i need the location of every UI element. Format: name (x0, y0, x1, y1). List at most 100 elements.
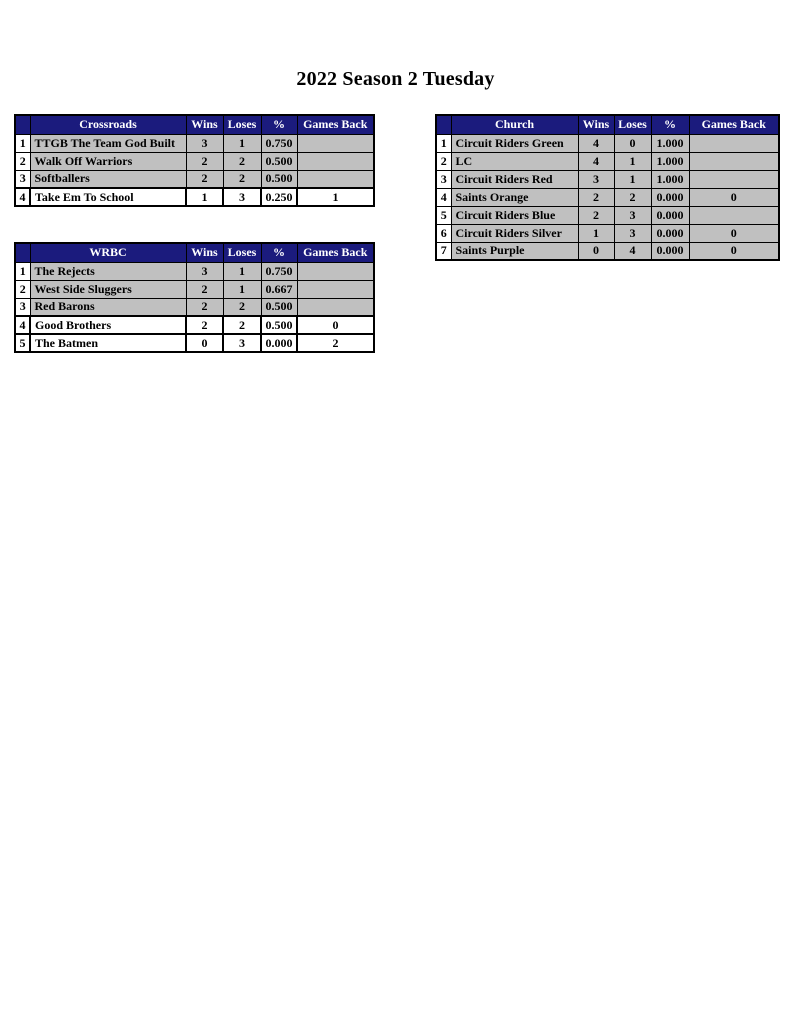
wins-column-header: Wins (185, 114, 224, 135)
wins-column-header: Wins (185, 242, 224, 263)
games-back-cell (296, 151, 375, 171)
games-back-cell (296, 169, 375, 189)
loses-cell: 3 (222, 187, 262, 207)
rank-cell: 4 (14, 315, 31, 335)
games-back-cell: 0 (688, 223, 780, 243)
team-name-cell: Take Em To School (29, 187, 187, 207)
wins-cell: 3 (185, 133, 224, 153)
loses-cell: 0 (613, 133, 652, 153)
rank-cell: 4 (435, 187, 452, 207)
team-row: 6 Circuit Riders Silver 1 3 0.000 0 (435, 223, 780, 243)
pct-cell: 0.500 (260, 297, 298, 317)
games-back-cell (296, 297, 375, 317)
games-back-cell (688, 169, 780, 189)
rank-cell: 3 (14, 169, 31, 189)
games-back-cell: 0 (296, 315, 375, 335)
team-name-cell: TTGB The Team God Built (29, 133, 187, 153)
loses-cell: 2 (613, 187, 652, 207)
team-row: 2 Walk Off Warriors 2 2 0.500 (14, 151, 375, 171)
games-back-column-header: Games Back (688, 114, 780, 135)
loses-cell: 1 (222, 279, 262, 299)
wins-cell: 2 (185, 169, 224, 189)
division-header: WRBC (29, 242, 187, 263)
wins-cell: 1 (577, 223, 615, 243)
loses-cell: 3 (613, 205, 652, 225)
standings-table-wrbc: WRBC Wins Loses% Games Back 1 The Rejects 3 1 0.… (14, 242, 375, 353)
wins-cell: 2 (577, 205, 615, 225)
team-name-cell: Saints Purple (450, 241, 579, 261)
games-back-column-header: Games Back (296, 242, 375, 263)
wins-cell: 2 (577, 187, 615, 207)
pct-cell: 0.500 (260, 169, 298, 189)
rank-cell: 2 (14, 151, 31, 171)
team-row: 3 Circuit Riders Red 3 1 1.000 (435, 169, 780, 189)
games-back-cell (296, 133, 375, 153)
games-back-column-header: Games Back (296, 114, 375, 135)
team-row: 1 The Rejects 3 1 0.750 (14, 261, 375, 281)
rank-cell: 1 (14, 261, 31, 281)
header-row: WRBC Wins Loses% Games Back (14, 242, 375, 263)
loses-cell: 3 (222, 333, 262, 353)
standings-table-crossroads: Crossroads Wins Loses% Games Back 1 TTGB The … (14, 114, 375, 207)
games-back-cell: 1 (296, 187, 375, 207)
standings-table-church: Church Wins Loses% Games Back 1 Circuit Rider… (435, 114, 780, 261)
wins-cell: 2 (185, 315, 224, 335)
rank-cell: 1 (435, 133, 452, 153)
wins-cell: 4 (577, 151, 615, 171)
team-name-cell: Softballers (29, 169, 187, 189)
pct-column-header: % (260, 242, 298, 263)
pct-cell: 0.667 (260, 279, 298, 299)
loses-cell: 1 (222, 133, 262, 153)
rank-cell: 3 (435, 169, 452, 189)
team-name-cell: Circuit Riders Blue (450, 205, 579, 225)
wins-cell: 3 (185, 261, 224, 281)
rank-column-header (14, 114, 31, 135)
loses-cell: 2 (222, 315, 262, 335)
rank-column-header (14, 242, 31, 263)
header-row: Crossroads Wins Loses% Games Back (14, 114, 375, 135)
wins-cell: 4 (577, 133, 615, 153)
loses-cell: 4 (613, 241, 652, 261)
loses-column-header: Loses (222, 114, 262, 135)
loses-cell: 2 (222, 297, 262, 317)
games-back-cell (688, 205, 780, 225)
rank-cell: 1 (14, 133, 31, 153)
wins-cell: 0 (577, 241, 615, 261)
pct-cell: 0.500 (260, 315, 298, 335)
rank-cell: 3 (14, 297, 31, 317)
division-header: Crossroads (29, 114, 187, 135)
pct-cell: 1.000 (650, 169, 690, 189)
team-row: 5 The Batmen 0 3 0.000 2 (14, 333, 375, 353)
loses-cell: 1 (613, 169, 652, 189)
team-name-cell: Walk Off Warriors (29, 151, 187, 171)
loses-cell: 1 (222, 261, 262, 281)
rank-cell: 2 (14, 279, 31, 299)
team-row: 4 Good Brothers 2 2 0.500 0 (14, 315, 375, 335)
loses-column-header: Loses (222, 242, 262, 263)
wins-cell: 0 (185, 333, 224, 353)
team-row: 1 Circuit Riders Green 4 0 1.000 (435, 133, 780, 153)
team-name-cell: The Rejects (29, 261, 187, 281)
team-row: 7 Saints Purple 0 4 0.000 0 (435, 241, 780, 261)
loses-column-header: Loses (613, 114, 652, 135)
team-name-cell: Saints Orange (450, 187, 579, 207)
games-back-cell (296, 261, 375, 281)
loses-cell: 1 (613, 151, 652, 171)
team-name-cell: Red Barons (29, 297, 187, 317)
team-row: 4 Take Em To School 1 3 0.250 1 (14, 187, 375, 207)
team-row: 5 Circuit Riders Blue 2 3 0.000 (435, 205, 780, 225)
pct-cell: 0.500 (260, 151, 298, 171)
wins-cell: 2 (185, 151, 224, 171)
loses-cell: 2 (222, 169, 262, 189)
pct-cell: 1.000 (650, 151, 690, 171)
team-row: 3 Softballers 2 2 0.500 (14, 169, 375, 189)
team-row: 2 LC 4 1 1.000 (435, 151, 780, 171)
games-back-cell: 2 (296, 333, 375, 353)
team-row: 1 TTGB The Team God Built 3 1 0.750 (14, 133, 375, 153)
team-name-cell: LC (450, 151, 579, 171)
rank-cell: 5 (435, 205, 452, 225)
pct-cell: 0.750 (260, 261, 298, 281)
wins-column-header: Wins (577, 114, 615, 135)
pct-cell: 0.000 (650, 223, 690, 243)
